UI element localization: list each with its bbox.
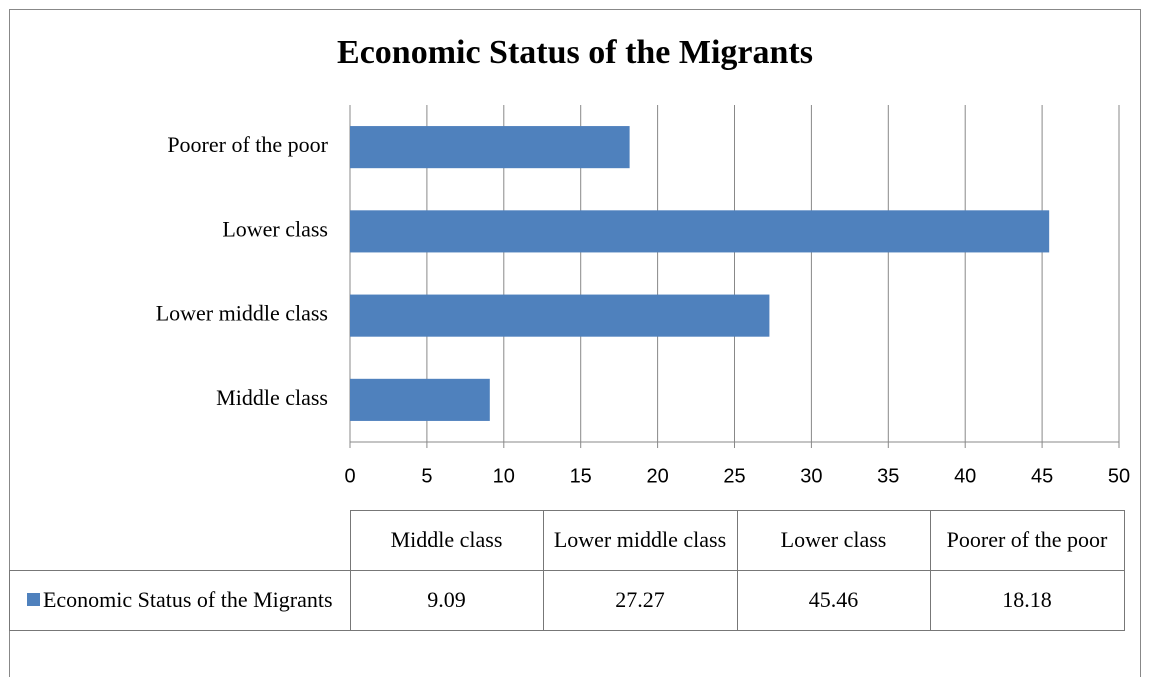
data-table: Middle class Lower middle class Lower clas… [9,510,1125,631]
x-tick-label: 40 [954,465,976,487]
x-tick-label: 10 [493,465,515,487]
bar [350,378,490,421]
x-tick-label: 0 [344,465,355,487]
legend-cell: Economic Status of the Migrants [9,569,351,631]
chart-frame [9,9,1141,677]
bar [350,294,770,337]
table-value: 27.27 [542,569,738,631]
x-tick-label: 35 [877,465,899,487]
bar [350,210,1050,253]
table-header-row: Middle class Lower middle class Lower clas… [9,510,1125,571]
x-tick-label: 50 [1108,465,1130,487]
table-value: 18.18 [929,569,1125,631]
table-header-cell: Lower class [736,510,931,571]
y-tick-label: Lower class [222,216,328,241]
table-header-cell: Middle class [349,510,544,571]
y-tick-label: Lower middle class [156,301,328,326]
table-corner [9,510,351,571]
table-row: Economic Status of the Migrants 9.09 27.27… [9,569,1125,631]
x-tick-label: 30 [800,465,822,487]
table-value: 45.46 [736,569,931,631]
x-tick-label: 45 [1031,465,1053,487]
x-tick-label: 25 [723,465,745,487]
table-header-cell: Lower middle class [542,510,738,571]
legend-label: Economic Status of the Migrants [42,587,333,612]
table-value: 9.09 [349,569,544,631]
x-tick-label: 15 [570,465,592,487]
y-tick-label: Poorer of the poor [167,132,328,157]
table-header-cell: Poorer of the poor [929,510,1125,571]
chart-title: Economic Status of the Migrants [337,34,813,71]
x-tick-label: 20 [646,465,668,487]
x-tick-label: 5 [421,465,432,487]
legend-marker [26,593,40,606]
y-tick-label: Middle class [216,385,328,410]
bar [350,126,630,169]
